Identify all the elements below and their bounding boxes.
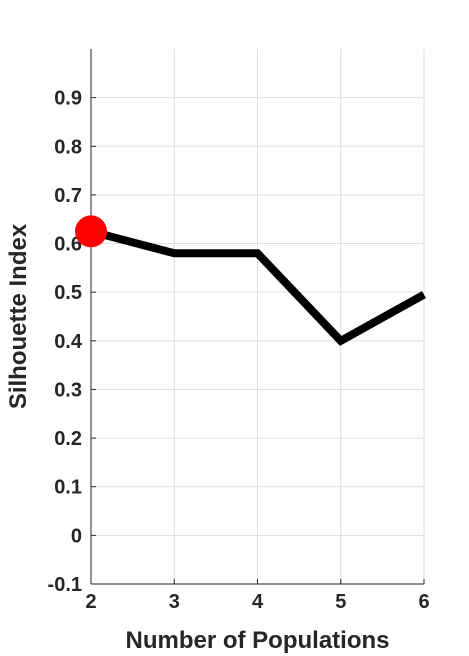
y-tick-label: 0.9 <box>54 88 82 110</box>
ticks: 2 3 4 5 6 -0.1 0 0.1 0.2 0.3 0.4 0.5 0.6 0.7 0.8 0.9 <box>48 88 430 613</box>
y-tick-label: 0.2 <box>54 428 82 450</box>
y-tick-label: 0.6 <box>54 234 82 256</box>
y-tick-label: 0.7 <box>54 185 82 207</box>
y-tick-label: 0.5 <box>54 282 82 304</box>
highlight-point <box>75 215 107 248</box>
series <box>75 215 426 346</box>
x-tick-label: 3 <box>169 591 180 613</box>
y-tick-label: 0.1 <box>54 477 82 499</box>
x-tick-label: 6 <box>418 591 429 613</box>
y-tick-label: 0.4 <box>54 331 83 353</box>
y-tick-label: 0.3 <box>54 379 82 401</box>
y-tick-label: 0.8 <box>54 136 82 158</box>
x-tick-label: 4 <box>252 591 264 613</box>
x-tick-label: 2 <box>85 591 96 613</box>
series-line <box>89 227 426 346</box>
y-tick-label: -0.1 <box>48 574 82 596</box>
x-axis-label: Number of Populations <box>126 627 390 654</box>
y-tick-label: 0 <box>71 525 82 547</box>
y-axis-label: Silhouette Index <box>5 223 32 409</box>
x-tick-label: 5 <box>335 591 346 613</box>
grid <box>90 49 425 585</box>
